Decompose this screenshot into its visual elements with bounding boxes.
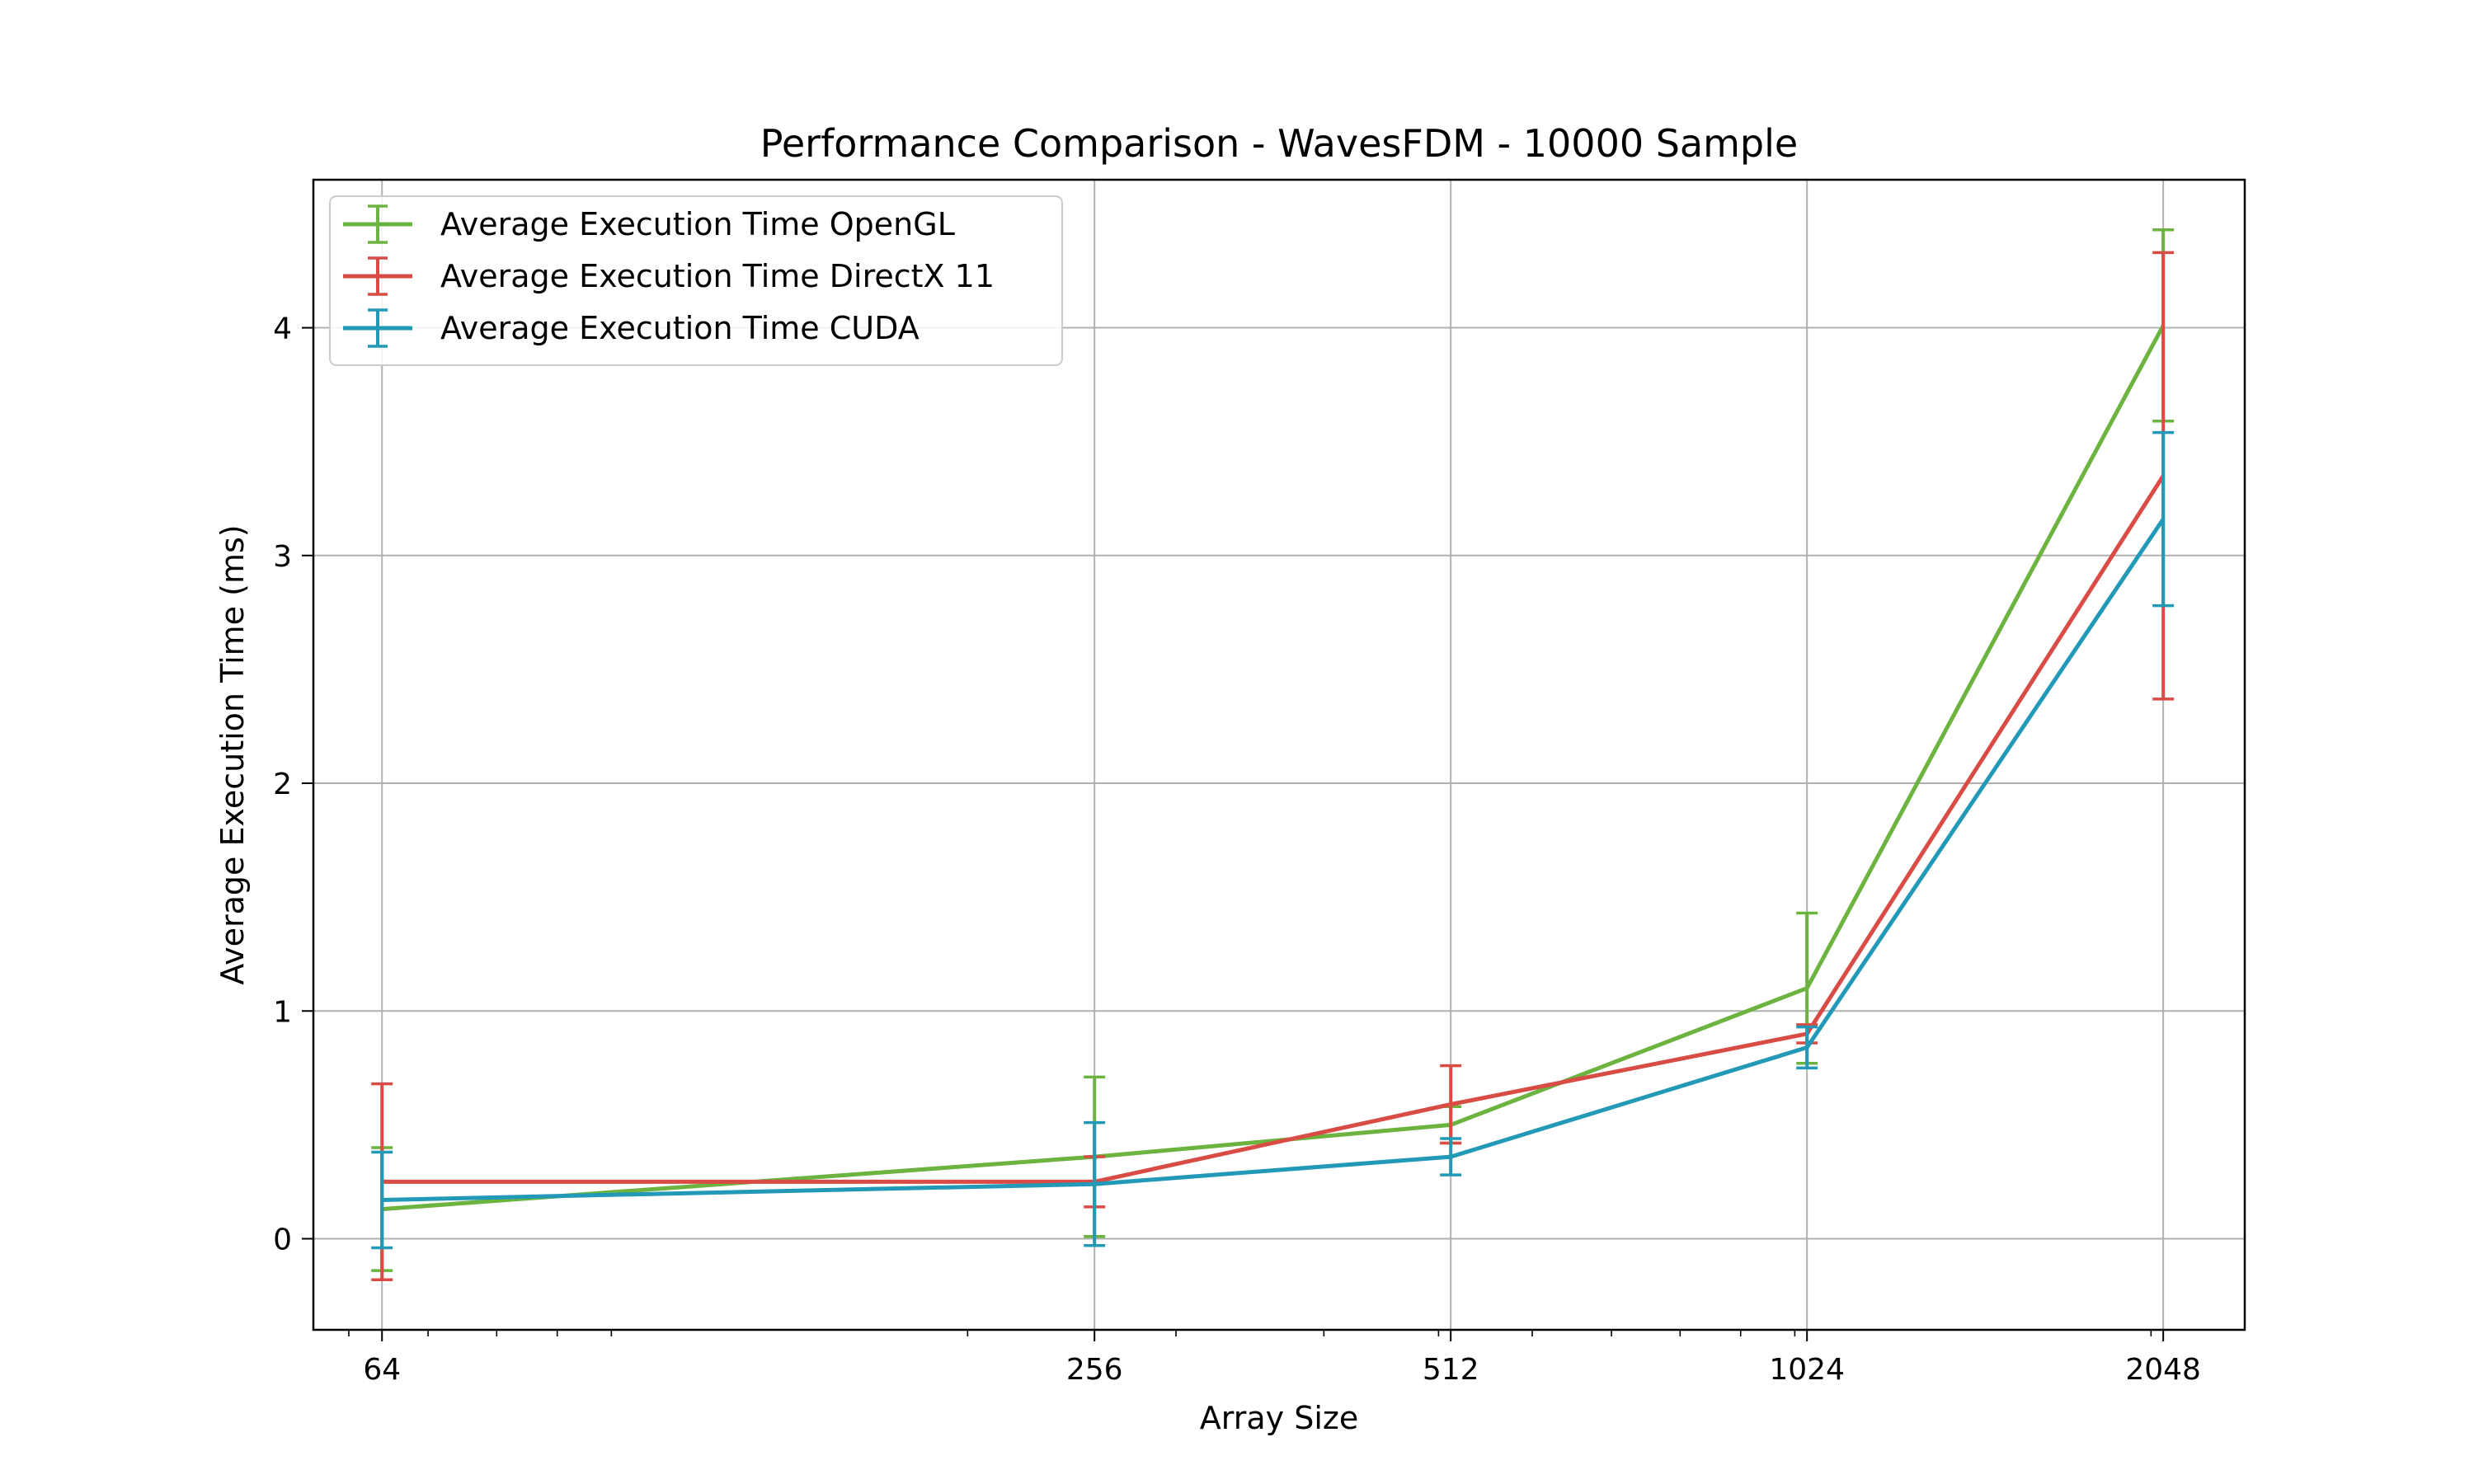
legend-label: Average Execution Time DirectX 11 [440,258,995,294]
legend-box [329,195,1063,366]
x-tick-label: 512 [1423,1353,1479,1387]
x-axis-label: Array Size [1200,1400,1358,1436]
series-line [382,474,2166,1184]
legend-label: Average Execution Time OpenGL [440,206,955,242]
x-tick-label: 64 [363,1353,401,1387]
legend: Average Execution Time OpenGL Average Exe… [329,195,1063,366]
chart-title: Performance Comparison - WavesFDM - 1000… [760,121,1798,166]
plot-frame [312,178,2246,1331]
legend-label: Average Execution Time CUDA [440,310,920,346]
ticks: 64 256 512 1024 2048 0 1 2 3 4 [273,312,2201,1387]
y-tick-label: 1 [273,995,292,1029]
series-line [382,518,2166,1202]
grid [313,180,2245,1330]
series-group [371,228,2175,1281]
y-tick-label: 0 [273,1223,292,1257]
y-axis-label: Average Execution Time (ms) [214,524,251,984]
y-tick-label: 3 [273,540,292,574]
x-tick-label: 2048 [2125,1353,2201,1387]
y-tick-label: 4 [273,312,292,346]
y-tick-label: 2 [273,768,292,801]
series-2 [371,430,2175,1250]
x-tick-label: 1024 [1769,1353,1845,1387]
x-tick-label: 256 [1066,1353,1123,1387]
